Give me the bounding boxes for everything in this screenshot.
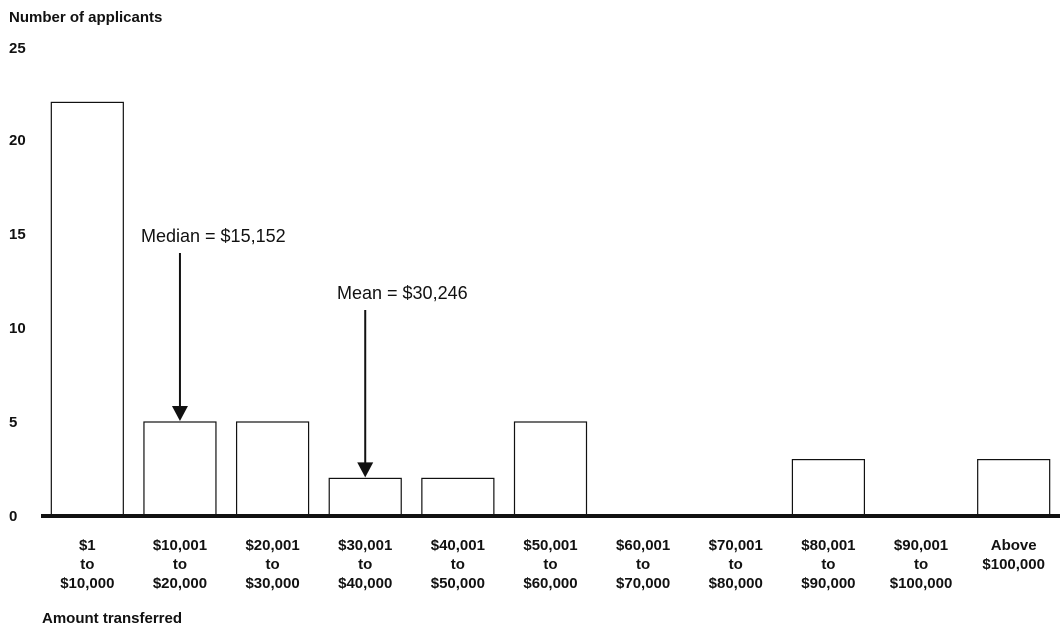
bar bbox=[791, 459, 866, 517]
x-tick-label: $50,001 to $60,000 bbox=[523, 537, 577, 592]
y-axis-title: Number of applicants bbox=[9, 9, 163, 26]
y-tick-label: 25 bbox=[9, 40, 26, 57]
bar bbox=[421, 477, 495, 517]
annotation-arrow-head bbox=[357, 462, 374, 478]
y-tick-label: 0 bbox=[9, 508, 17, 525]
x-tick-label: $40,001 to $50,000 bbox=[431, 537, 485, 592]
x-tick-label: $1 to $10,000 bbox=[60, 537, 114, 592]
annotation-label: Mean = $30,246 bbox=[337, 283, 468, 303]
y-tick-label: 15 bbox=[9, 226, 26, 243]
bar bbox=[513, 421, 588, 517]
x-tick-label: $70,001 to $80,000 bbox=[709, 537, 763, 592]
x-axis-title: Amount transferred bbox=[42, 610, 183, 627]
x-tick-label: $80,001 to $90,000 bbox=[801, 537, 855, 592]
y-tick-label: 5 bbox=[9, 414, 17, 431]
y-tick-label: 20 bbox=[9, 132, 26, 149]
annotation-label: Median = $15,152 bbox=[141, 226, 286, 246]
bar bbox=[143, 421, 217, 517]
x-tick-label: $30,001 to $40,000 bbox=[338, 537, 392, 592]
bar bbox=[328, 477, 402, 517]
bar bbox=[50, 101, 124, 517]
x-tick-label: $20,001 to $30,000 bbox=[245, 537, 299, 592]
y-tick-label: 10 bbox=[9, 320, 26, 337]
x-tick-label: $10,001 to $20,000 bbox=[153, 537, 207, 592]
bar bbox=[977, 459, 1051, 517]
x-tick-label: $90,001 to $100,000 bbox=[890, 537, 953, 592]
x-tick-label: Above $100,000 bbox=[982, 537, 1045, 573]
x-tick-label: $60,001 to $70,000 bbox=[616, 537, 670, 592]
annotation-arrow-head bbox=[171, 406, 188, 421]
bar bbox=[235, 421, 310, 517]
